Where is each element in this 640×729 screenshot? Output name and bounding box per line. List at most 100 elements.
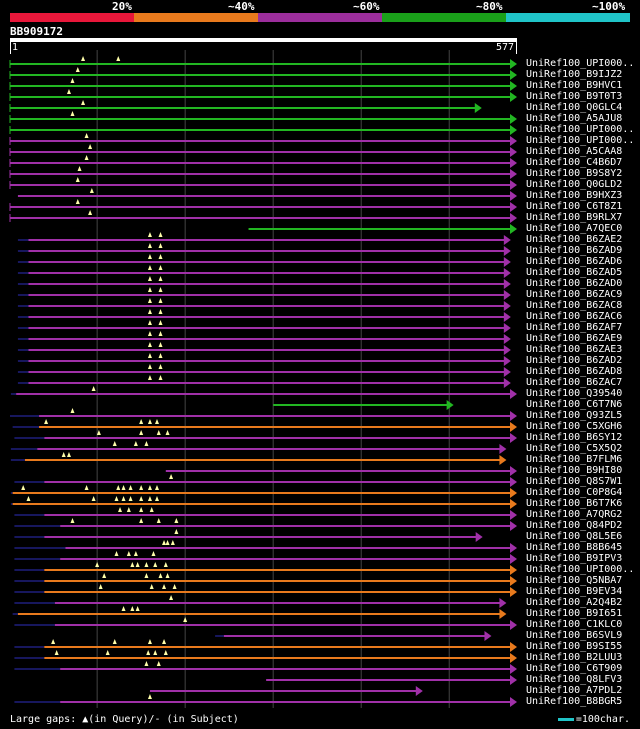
hit-label[interactable]: UniRef100_Q0GLC4 bbox=[526, 102, 623, 113]
hit-label[interactable]: UniRef100_B6ZAD8 bbox=[526, 366, 623, 377]
hit-label[interactable]: UniRef100_C6T7N6 bbox=[526, 399, 623, 410]
hit-label[interactable]: UniRef100_C5XGH6 bbox=[526, 421, 623, 432]
hit-label[interactable]: UniRef100_A7QEC0 bbox=[526, 223, 623, 234]
hit-label[interactable]: UniRef100_Q39540 bbox=[526, 388, 623, 399]
hit-label[interactable]: UniRef100_B7FLM6 bbox=[526, 454, 623, 465]
gap-marker bbox=[84, 133, 89, 138]
hit-label[interactable]: UniRef100_B6ZAD9 bbox=[526, 245, 623, 256]
ruler-end-label: 577 bbox=[496, 42, 515, 53]
hit-label[interactable]: UniRef100_B2LUU3 bbox=[526, 652, 623, 663]
gap-marker bbox=[105, 650, 110, 655]
hit-label[interactable]: UniRef100_B9T0T3 bbox=[526, 91, 623, 102]
hit-label[interactable]: UniRef100_C4B6D7 bbox=[526, 157, 623, 168]
hit-label[interactable]: UniRef100_B6ZAE3 bbox=[526, 344, 623, 355]
gap-marker bbox=[147, 331, 152, 336]
hit-arrow bbox=[503, 290, 511, 300]
hit-label[interactable]: UniRef100_B9HXZ3 bbox=[526, 190, 623, 201]
hit-label[interactable]: UniRef100_B9EV34 bbox=[526, 586, 623, 597]
hit-arrow bbox=[503, 334, 511, 344]
hit-label[interactable]: UniRef100_B9SI55 bbox=[526, 641, 623, 652]
gap-marker bbox=[139, 419, 144, 424]
hit-arrow bbox=[510, 147, 517, 157]
hit-label[interactable]: UniRef100_UPI000.. bbox=[526, 135, 635, 146]
hit-label[interactable]: UniRef100_B6ZAD5 bbox=[526, 267, 623, 278]
hit-arrow bbox=[503, 323, 511, 333]
hit-label[interactable]: UniRef100_B9RLX7 bbox=[526, 212, 623, 223]
hit-arrow bbox=[446, 400, 454, 410]
hit-label[interactable]: UniRef100_C1KLC0 bbox=[526, 619, 623, 630]
hit-arrow bbox=[415, 686, 423, 696]
hit-label[interactable]: UniRef100_Q8LFV3 bbox=[526, 674, 623, 685]
hit-arrow bbox=[510, 521, 517, 531]
gap-marker bbox=[70, 518, 75, 523]
hit-label[interactable]: UniRef100_A5CAA8 bbox=[526, 146, 623, 157]
gap-marker bbox=[88, 210, 93, 215]
scale-label-40: ~40% bbox=[228, 0, 255, 13]
hit-arrow bbox=[503, 312, 511, 322]
hit-label[interactable]: UniRef100_B6SVL9 bbox=[526, 630, 623, 641]
hit-label[interactable]: UniRef100_Q5NBA7 bbox=[526, 575, 623, 586]
hit-arrow bbox=[510, 389, 517, 399]
hit-label[interactable]: UniRef100_B6T7K6 bbox=[526, 498, 623, 509]
hit-arrow bbox=[510, 411, 517, 421]
hit-arrow bbox=[510, 477, 517, 487]
hit-label[interactable]: UniRef100_B6ZAC9 bbox=[526, 289, 623, 300]
hit-label[interactable]: UniRef100_B8B645 bbox=[526, 542, 623, 553]
hit-label[interactable]: UniRef100_UPI000.. bbox=[526, 124, 635, 135]
gap-marker bbox=[169, 474, 174, 479]
gap-marker bbox=[147, 254, 152, 259]
hit-label[interactable]: UniRef100_C6T909 bbox=[526, 663, 623, 674]
hit-label[interactable]: UniRef100_A5AJU8 bbox=[526, 113, 623, 124]
hit-arrow bbox=[484, 631, 492, 641]
hit-label[interactable]: UniRef100_B8BGR5 bbox=[526, 696, 623, 707]
gap-marker bbox=[158, 573, 163, 578]
hit-label[interactable]: UniRef100_B6ZAC6 bbox=[526, 311, 623, 322]
hit-label[interactable]: UniRef100_B6ZAE9 bbox=[526, 333, 623, 344]
hit-label[interactable]: UniRef100_UPI000.. bbox=[526, 58, 635, 69]
gap-marker bbox=[158, 298, 163, 303]
gap-marker bbox=[154, 419, 159, 424]
hit-label[interactable]: UniRef100_B9S8Y2 bbox=[526, 168, 623, 179]
hit-arrow bbox=[510, 466, 517, 476]
hit-arrow bbox=[510, 81, 517, 91]
hit-label[interactable]: UniRef100_A7QRG2 bbox=[526, 509, 623, 520]
hit-label[interactable]: UniRef100_B9IJZ2 bbox=[526, 69, 623, 80]
gap-marker bbox=[156, 430, 161, 435]
hit-label[interactable]: UniRef100_B6ZAD0 bbox=[526, 278, 623, 289]
hit-label[interactable]: UniRef100_UPI000.. bbox=[526, 564, 635, 575]
hit-label[interactable]: UniRef100_C0P8G4 bbox=[526, 487, 623, 498]
gap-marker bbox=[139, 496, 144, 501]
hit-label[interactable]: UniRef100_A7PDL2 bbox=[526, 685, 623, 696]
hit-label[interactable]: UniRef100_B6SY12 bbox=[526, 432, 623, 443]
hit-label[interactable]: UniRef100_B6ZAC8 bbox=[526, 300, 623, 311]
hit-label[interactable]: UniRef100_Q0GLD2 bbox=[526, 179, 623, 190]
hit-arrow bbox=[510, 114, 517, 124]
hit-arrow bbox=[503, 301, 511, 311]
hit-label[interactable]: UniRef100_A2Q4B2 bbox=[526, 597, 623, 608]
hit-label[interactable]: UniRef100_B9IPV3 bbox=[526, 553, 623, 564]
gap-marker bbox=[114, 551, 119, 556]
gap-marker bbox=[95, 562, 100, 567]
hit-label[interactable]: UniRef100_B6ZAC7 bbox=[526, 377, 623, 388]
hit-label[interactable]: UniRef100_B6ZAD6 bbox=[526, 256, 623, 267]
hit-label[interactable]: UniRef100_Q93ZL5 bbox=[526, 410, 623, 421]
gap-marker bbox=[165, 540, 170, 545]
gap-marker bbox=[91, 386, 96, 391]
hit-label[interactable]: UniRef100_B6ZAD2 bbox=[526, 355, 623, 366]
gap-marker bbox=[147, 309, 152, 314]
hit-arrow bbox=[503, 257, 511, 267]
hit-arrow bbox=[499, 598, 507, 608]
hit-label[interactable]: UniRef100_Q8S7W1 bbox=[526, 476, 623, 487]
hit-label[interactable]: UniRef100_B6ZAF7 bbox=[526, 322, 623, 333]
hit-label[interactable]: UniRef100_C5X5Q2 bbox=[526, 443, 623, 454]
hit-label[interactable]: UniRef100_Q84PD2 bbox=[526, 520, 623, 531]
hit-label[interactable]: UniRef100_B9HI80 bbox=[526, 465, 623, 476]
hit-label[interactable]: UniRef100_B6ZAE2 bbox=[526, 234, 623, 245]
hit-arrow bbox=[503, 235, 511, 245]
hit-label[interactable]: UniRef100_B9HVC1 bbox=[526, 80, 623, 91]
gap-marker bbox=[174, 529, 179, 534]
hit-label[interactable]: UniRef100_B9I651 bbox=[526, 608, 623, 619]
gap-marker bbox=[114, 496, 119, 501]
hit-label[interactable]: UniRef100_Q8L5E6 bbox=[526, 531, 623, 542]
hit-label[interactable]: UniRef100_C6T8Z1 bbox=[526, 201, 623, 212]
